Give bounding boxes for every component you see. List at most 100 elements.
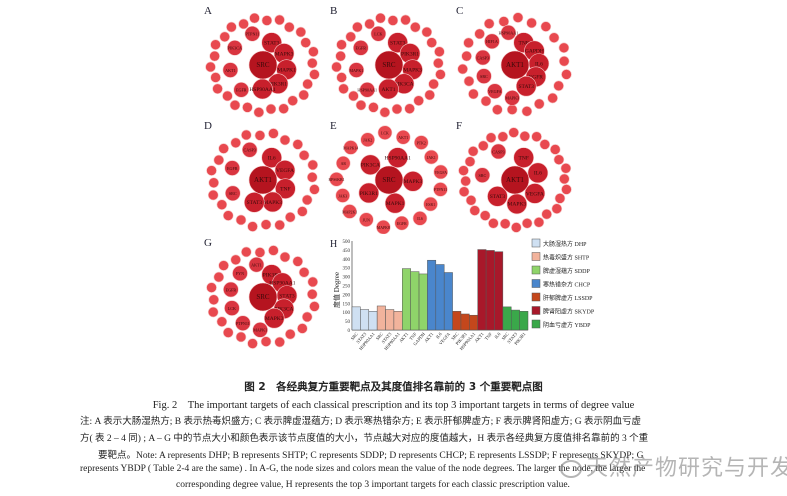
bar <box>410 271 420 331</box>
network-node <box>435 69 446 80</box>
network-node <box>348 90 359 102</box>
bar <box>460 313 470 331</box>
bar <box>443 272 453 331</box>
network-node: JAK3 <box>335 188 351 203</box>
network-node <box>307 159 319 171</box>
network-node <box>219 31 231 43</box>
network-node <box>458 186 470 197</box>
node-label: MAPK1 <box>386 201 405 207</box>
node-label: MAPK8 <box>377 226 390 230</box>
legend-item: 热毒炽盛方 SHTP <box>531 252 590 262</box>
note-line-4: represents YBDP ( Table 2-4 are the same… <box>80 464 646 474</box>
network-node <box>222 90 233 102</box>
network-node <box>554 193 566 204</box>
network-node <box>553 154 565 165</box>
network-node <box>463 37 474 49</box>
network-panel-e: PTPN11 ESR1 IL6 EGFR MAPK8 JUN MAP2K1 JAK3 RPS6K… <box>326 118 452 234</box>
legend-label: 阴血亏虚方 YBDP <box>543 321 591 329</box>
legend-item: 大肠湿热方 DHP <box>531 238 587 248</box>
network-node: MAPK3 <box>262 191 283 213</box>
node-label: AR <box>341 162 347 166</box>
network-node <box>499 218 511 230</box>
network-node <box>274 219 285 231</box>
network-node <box>352 21 363 33</box>
network-node <box>210 72 221 83</box>
y-tick-label: 400 <box>343 258 351 263</box>
node-label: EGFR <box>226 287 237 292</box>
x-tick-label: IL6 <box>435 331 443 340</box>
node-label: TNF <box>280 186 290 192</box>
node-label: TNF <box>519 155 529 161</box>
network-node: IL6 <box>412 211 428 226</box>
network-node: AR <box>335 155 351 171</box>
network-node <box>230 254 242 266</box>
network-node <box>230 137 242 149</box>
network-node <box>387 15 399 26</box>
node-label: RPS6KB1 <box>328 178 344 182</box>
node-label: HSP90AA1 <box>269 281 296 287</box>
network-node <box>479 210 491 221</box>
network-node <box>464 156 476 167</box>
network-node <box>364 18 375 30</box>
network-node <box>307 57 318 69</box>
network-node: HSP90AA1 <box>499 24 518 41</box>
network-node <box>222 210 234 221</box>
network-node <box>307 276 319 288</box>
network-node: CASP3 <box>241 141 258 158</box>
network-node <box>539 139 551 150</box>
network-node <box>551 203 563 215</box>
network-node: MAPK3 <box>263 307 285 329</box>
network-node <box>553 80 564 92</box>
x-tick-label: TNF <box>484 331 494 341</box>
bar <box>360 309 370 331</box>
y-tick-label: 250 <box>343 285 351 290</box>
note-line-3: 要靶点。Note: A represents DHP; B represents… <box>98 451 644 461</box>
network-node: MAPK1 <box>384 192 406 214</box>
network-node <box>512 12 524 23</box>
legend-item: 肝郁脾虚方 LSSDP <box>531 292 593 302</box>
network-node <box>506 104 518 115</box>
network-node: MAPK3 <box>402 171 424 192</box>
node-label: JAK1 <box>427 156 436 160</box>
node-label: SRC <box>229 191 237 196</box>
network-node <box>210 39 221 50</box>
network-node <box>467 145 479 157</box>
network-node <box>284 211 296 223</box>
node-label: VEGFA <box>276 168 294 174</box>
network-node: RPS6KB1 <box>328 171 345 187</box>
node-label: ESR1 <box>426 203 435 207</box>
network-node <box>497 131 509 143</box>
network-node: MAPK3 <box>506 193 528 215</box>
node-label: AKT1 <box>398 136 408 140</box>
network-node <box>561 69 572 80</box>
node-label: MAPK14 <box>343 146 358 150</box>
node-label: AKT1 <box>506 176 524 184</box>
network-node: EGFR <box>394 215 410 231</box>
network-node <box>241 246 252 258</box>
network-node: EGFR <box>352 40 369 56</box>
network-node <box>468 88 479 100</box>
figure-title-en: Fig. 2 The important targets of each cla… <box>152 400 635 411</box>
node-label: LCK <box>381 131 389 135</box>
network-node <box>207 189 219 201</box>
node-label: LCK <box>374 32 382 37</box>
node-label: STAT3 <box>264 40 280 46</box>
network-node <box>463 75 475 87</box>
network-node <box>254 130 266 141</box>
network-node: VEGFA <box>487 83 503 99</box>
network-node <box>213 271 225 283</box>
network-node <box>413 95 425 106</box>
network-node <box>560 163 572 174</box>
node-label: MAPK1 <box>349 68 363 73</box>
legend-label: 寒热错杂方 CHCP <box>543 281 591 289</box>
network-node: PTPN11 <box>433 182 448 197</box>
network-node: JUN <box>359 212 374 227</box>
node-label: PTK2 <box>417 141 426 145</box>
node-label: SRC <box>478 173 486 178</box>
y-tick-label: 300 <box>343 276 351 281</box>
network-node <box>247 338 258 349</box>
bar-chart: H 度值 Degree 0 50 100 150 200 250 300 350 400 450 500… <box>330 238 595 351</box>
network-node <box>295 26 307 38</box>
y-tick-label: 150 <box>343 302 351 307</box>
